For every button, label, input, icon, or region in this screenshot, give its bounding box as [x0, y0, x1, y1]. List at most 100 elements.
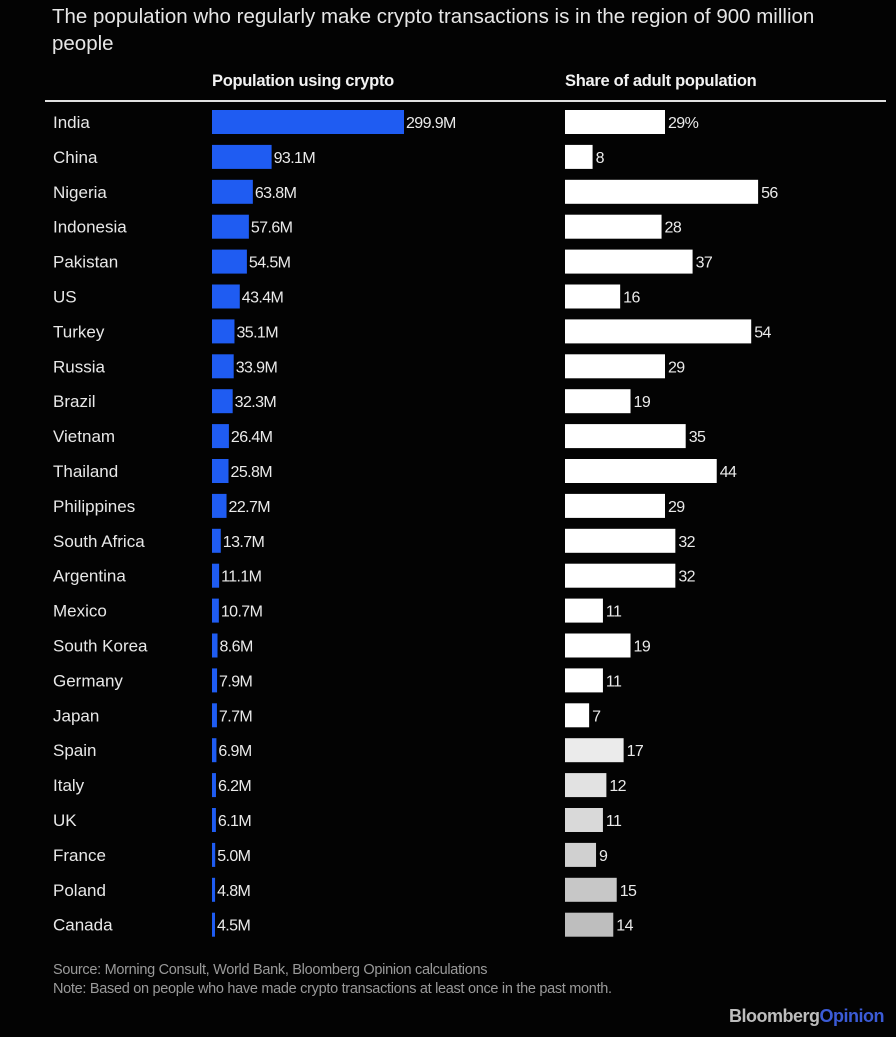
category-label: Brazil [53, 392, 96, 411]
share-bar [565, 668, 603, 693]
population-bar [212, 703, 217, 728]
share-label: 19 [634, 394, 651, 411]
population-label: 57.6M [251, 220, 293, 237]
share-bar [565, 179, 759, 204]
category-label: India [53, 113, 90, 132]
population-bar [212, 563, 220, 588]
population-label: 26.4M [231, 429, 273, 446]
population-label: 13.7M [223, 534, 265, 551]
category-label: Argentina [53, 567, 126, 586]
population-bar [212, 808, 216, 832]
share-label: 56 [761, 185, 778, 202]
category-label: Italy [53, 776, 85, 795]
category-label: Turkey [53, 322, 105, 341]
share-label: 12 [609, 778, 626, 795]
population-label: 11.1M [221, 569, 262, 586]
share-bar [565, 493, 665, 518]
category-label: Indonesia [53, 218, 127, 237]
share-label: 14 [616, 918, 633, 935]
share-bar [565, 808, 603, 832]
share-bar [565, 389, 631, 414]
population-label: 6.1M [218, 813, 251, 830]
share-label: 29 [668, 359, 685, 376]
category-label: Thailand [53, 462, 118, 481]
population-label: 32.3M [235, 394, 277, 411]
share-bar [565, 877, 617, 902]
population-label: 54.5M [249, 255, 291, 272]
population-bar [212, 110, 404, 134]
share-bar [565, 563, 676, 588]
share-label: 11 [606, 673, 622, 690]
footer: Source: Morning Consult, World Bank, Blo… [53, 961, 713, 999]
population-bar [212, 214, 249, 239]
share-bar [565, 912, 614, 937]
population-label: 22.7M [229, 499, 271, 516]
category-label: Nigeria [53, 183, 107, 202]
category-label: Mexico [53, 602, 107, 621]
population-bar [212, 424, 229, 449]
share-label: 11 [606, 813, 622, 830]
share-bar [565, 773, 607, 798]
population-label: 33.9M [236, 359, 278, 376]
population-bar [212, 493, 227, 518]
population-label: 6.9M [218, 743, 251, 760]
category-label: Germany [53, 671, 123, 690]
category-label: South Africa [53, 532, 145, 551]
population-bar [212, 668, 218, 693]
population-bar [212, 249, 247, 274]
category-label: Spain [53, 741, 96, 760]
population-bar [212, 877, 216, 902]
share-label: 15 [620, 883, 637, 900]
bloomberg-opinion-logo: BloombergOpinion [729, 1006, 885, 1026]
category-label: Japan [53, 706, 99, 725]
share-label: 11 [606, 604, 622, 621]
share-label: 29 [668, 499, 685, 516]
share-bar [565, 354, 665, 379]
population-bar [212, 598, 219, 623]
share-label: 7 [592, 708, 601, 725]
category-label: Poland [53, 881, 106, 900]
category-label: Russia [53, 357, 106, 376]
share-bar [565, 633, 631, 658]
share-bar [565, 459, 717, 483]
population-bar [212, 912, 215, 937]
population-bar [212, 633, 218, 658]
population-bar [212, 389, 233, 414]
category-label: South Korea [53, 637, 148, 656]
share-label: 8 [596, 150, 605, 167]
share-bar [565, 703, 590, 728]
population-label: 5.0M [217, 848, 250, 865]
category-label: Canada [53, 916, 113, 935]
source-note: Source: Morning Consult, World Bank, Blo… [53, 962, 488, 978]
share-label: 32 [678, 534, 695, 551]
share-label: 29% [668, 115, 699, 132]
share-bar [565, 144, 593, 169]
share-bar [565, 319, 752, 344]
header-share: Share of adult population [565, 72, 757, 90]
population-bar [212, 528, 221, 553]
category-label: China [53, 148, 98, 167]
category-label: US [53, 288, 77, 307]
category-label: UK [53, 811, 77, 830]
population-label: 35.1M [236, 324, 278, 341]
header-population: Population using crypto [212, 72, 394, 90]
population-label: 4.5M [217, 918, 250, 935]
share-bar [565, 424, 686, 449]
share-bar [565, 249, 693, 274]
population-label: 25.8M [231, 464, 273, 481]
population-label: 8.6M [220, 639, 253, 656]
share-bar [565, 842, 597, 867]
share-label: 28 [665, 220, 682, 237]
population-bar [212, 179, 253, 204]
population-bar [212, 842, 216, 867]
category-label: France [53, 846, 106, 865]
share-bar [565, 284, 621, 309]
population-bar [212, 319, 235, 344]
share-bar [565, 528, 676, 553]
population-label: 63.8M [255, 185, 297, 202]
population-label: 6.2M [218, 778, 251, 795]
share-label: 9 [599, 848, 608, 865]
population-bar [212, 144, 272, 169]
